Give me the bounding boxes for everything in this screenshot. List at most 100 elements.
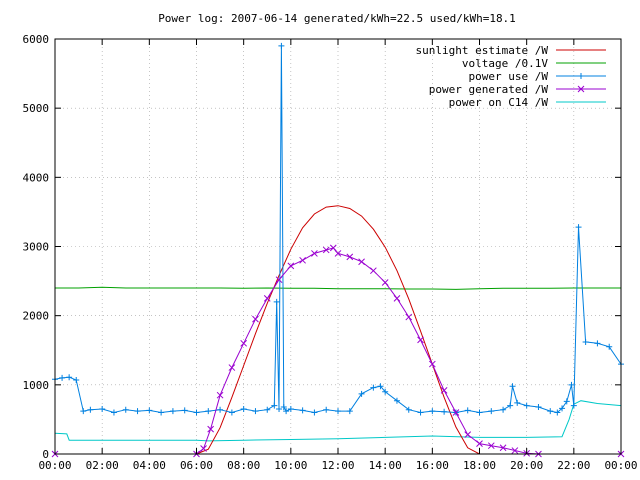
data-point <box>280 403 287 410</box>
legend-entry: power use /W <box>469 70 606 83</box>
x-tick-label: 06:00 <box>180 459 213 472</box>
data-point <box>464 407 471 414</box>
x-tick-label: 14:00 <box>369 459 402 472</box>
data-point <box>59 374 66 381</box>
data-point <box>322 246 330 254</box>
data-point <box>323 406 330 413</box>
data-point <box>370 267 377 275</box>
series-layer <box>51 42 625 458</box>
data-point <box>575 224 582 231</box>
data-point <box>329 244 337 252</box>
data-point <box>200 445 207 452</box>
data-point <box>487 442 495 450</box>
data-point <box>228 364 236 371</box>
data-point <box>594 340 601 347</box>
data-point <box>134 408 141 415</box>
data-point <box>346 253 354 261</box>
data-point <box>181 407 188 414</box>
data-point <box>80 408 87 415</box>
data-point <box>217 406 224 413</box>
series-line <box>54 400 622 442</box>
data-point <box>276 406 283 413</box>
data-point <box>346 408 353 415</box>
data-point <box>264 406 271 413</box>
data-point <box>578 73 584 79</box>
data-point <box>476 440 483 447</box>
data-point <box>273 298 280 305</box>
data-point <box>509 383 516 390</box>
x-tick-label: 08:00 <box>227 459 260 472</box>
x-tick-label: 02:00 <box>86 459 119 472</box>
data-point <box>563 398 570 405</box>
data-point <box>523 402 530 409</box>
data-point <box>393 397 400 404</box>
y-tick-label: 3000 <box>23 241 50 254</box>
data-point <box>278 42 285 49</box>
data-point <box>358 258 365 266</box>
y-tick-label: 6000 <box>23 33 50 46</box>
data-point <box>87 406 94 413</box>
data-point <box>335 408 341 415</box>
data-point <box>287 262 295 270</box>
series-line <box>55 205 621 455</box>
y-tick-label: 4000 <box>23 171 50 184</box>
legend-label: sunlight estimate /W <box>416 44 549 57</box>
x-tick-label: 22:00 <box>557 459 590 472</box>
legend-entry: voltage /0.1V <box>462 57 606 70</box>
data-point <box>511 447 519 454</box>
legend-label: power generated /W <box>429 83 549 96</box>
y-tick-label: 1000 <box>23 379 50 392</box>
data-point <box>169 408 176 415</box>
data-point <box>559 405 566 412</box>
data-point <box>252 408 259 415</box>
data-point <box>405 406 412 413</box>
data-point <box>205 408 212 415</box>
series-1 <box>55 286 621 290</box>
data-point <box>582 338 589 345</box>
data-point <box>287 406 294 413</box>
x-tick-label: 04:00 <box>133 459 166 472</box>
legend-label: power on C14 /W <box>449 96 549 109</box>
data-point <box>334 250 342 257</box>
x-tick-label: 18:00 <box>463 459 496 472</box>
data-point <box>240 406 247 413</box>
y-tick-label: 2000 <box>23 310 50 323</box>
data-point <box>275 276 283 284</box>
data-point <box>240 339 248 347</box>
axis-ticks: 0 1000 2000 3000 4000 5000 6000 00:00 02:00 04:00… <box>23 33 638 472</box>
data-point <box>110 409 117 416</box>
x-tick-label: 00:00 <box>604 459 637 472</box>
legend-label: voltage /0.1V <box>462 57 548 70</box>
data-point <box>606 343 613 350</box>
data-point <box>393 295 401 302</box>
data-point <box>382 388 389 395</box>
data-point <box>417 336 424 344</box>
data-point <box>99 406 106 413</box>
x-tick-label: 00:00 <box>38 459 71 472</box>
y-tick-label: 0 <box>42 448 49 461</box>
x-tick-label: 20:00 <box>510 459 543 472</box>
data-point <box>146 407 153 414</box>
data-point <box>464 431 472 438</box>
x-tick-label: 16:00 <box>416 459 449 472</box>
series-4 <box>54 400 622 442</box>
data-point <box>452 409 460 416</box>
data-point <box>122 406 129 413</box>
x-tick-label: 10:00 <box>274 459 307 472</box>
data-point <box>228 409 235 416</box>
data-point <box>216 391 224 399</box>
data-point <box>570 402 577 409</box>
data-point <box>499 444 507 452</box>
data-point <box>429 408 436 415</box>
series-3 <box>51 244 625 458</box>
data-point <box>73 376 80 383</box>
data-point <box>311 409 318 416</box>
data-point <box>66 374 73 381</box>
data-point <box>547 408 554 415</box>
series-line <box>55 247 621 455</box>
data-point <box>554 409 561 416</box>
data-point <box>507 402 514 409</box>
data-point <box>370 384 377 391</box>
